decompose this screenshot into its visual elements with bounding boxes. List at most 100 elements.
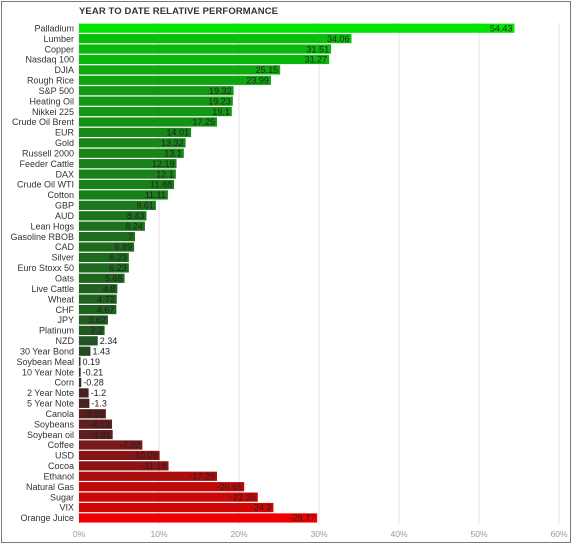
category-label: S&P 500 xyxy=(39,86,74,96)
value-label: 4.67 xyxy=(97,305,115,315)
bar xyxy=(79,461,169,471)
category-label: 10 Year Note xyxy=(22,367,74,377)
value-label: 12.19 xyxy=(152,159,175,169)
value-label: 25.15 xyxy=(256,65,279,75)
value-label: 6.89 xyxy=(115,242,133,252)
bar xyxy=(79,471,217,481)
value-label: -1.3 xyxy=(91,399,107,409)
category-label: Wheat xyxy=(48,294,75,304)
category-label: Live Cattle xyxy=(31,284,74,294)
category-label: Cotton xyxy=(47,190,74,200)
category-label: 2 Year Note xyxy=(27,388,74,398)
bar xyxy=(79,263,129,273)
value-label: 14.01 xyxy=(167,128,190,138)
bar xyxy=(79,367,81,377)
bar xyxy=(79,117,217,127)
bar xyxy=(79,398,90,408)
value-label: 8.43 xyxy=(127,211,145,221)
chart-title: YEAR TO DATE RELATIVE PERFORMANCE xyxy=(79,6,279,17)
value-label: 3.62 xyxy=(88,315,106,325)
bar xyxy=(79,409,106,419)
value-label: 34.06 xyxy=(327,34,350,44)
category-label: Sugar xyxy=(50,492,74,502)
value-label: 4.72 xyxy=(97,294,115,304)
category-label: Gold xyxy=(55,138,74,148)
bar xyxy=(79,179,175,190)
value-label: 31.51 xyxy=(307,44,330,54)
value-label: 31.27 xyxy=(305,55,328,65)
value-label: 11.11 xyxy=(145,190,166,200)
category-label: Gasoline RBOB xyxy=(10,232,74,242)
category-label: Silver xyxy=(51,253,74,263)
bar xyxy=(79,148,184,158)
x-tick-label: 60% xyxy=(550,529,567,539)
bar xyxy=(79,492,258,502)
bar xyxy=(79,127,192,138)
category-label: Lean Hogs xyxy=(30,221,74,231)
value-label: -29.77 xyxy=(290,513,316,523)
category-label: AUD xyxy=(55,211,75,221)
category-label: Lumber xyxy=(43,34,74,44)
bar xyxy=(79,377,82,388)
bar xyxy=(79,23,515,33)
bar xyxy=(79,346,91,356)
category-label: Platinum xyxy=(39,326,74,336)
bar xyxy=(79,357,81,367)
category-label: Russell 2000 xyxy=(22,148,74,158)
value-label: -24.3 xyxy=(251,503,272,513)
category-label: Nikkei 225 xyxy=(32,107,74,117)
category-label: GBP xyxy=(55,201,74,211)
value-label: 6.23 xyxy=(109,263,127,273)
category-label: CHF xyxy=(56,305,75,315)
category-label: Soybean oil xyxy=(27,430,74,440)
category-label: Feeder Cattle xyxy=(19,159,74,169)
value-label: -22.35 xyxy=(230,492,256,502)
category-label: Orange Juice xyxy=(20,513,74,523)
bar xyxy=(79,294,117,304)
x-tick-label: 40% xyxy=(390,529,407,539)
value-label: 2.34 xyxy=(100,336,118,346)
bar xyxy=(79,34,352,44)
category-label: Cocoa xyxy=(48,461,74,471)
value-label: -4.21 xyxy=(90,430,111,440)
value-label: -7.92 xyxy=(120,440,141,450)
value-label: 13.1 xyxy=(164,148,182,158)
value-label: -3.36 xyxy=(83,409,104,419)
value-label: 4.8 xyxy=(103,284,116,294)
value-label: -1.2 xyxy=(91,388,107,398)
bar xyxy=(79,513,318,523)
value-label: 54.43 xyxy=(490,23,513,33)
category-label: Corn xyxy=(54,378,74,388)
value-label: 9.61 xyxy=(136,201,154,211)
bar xyxy=(79,440,143,450)
category-label: DAX xyxy=(55,169,74,179)
category-label: 5 Year Note xyxy=(27,399,74,409)
category-label: Rough Rice xyxy=(27,76,74,86)
x-tick-label: 0% xyxy=(73,529,86,539)
category-label: USD xyxy=(55,451,75,461)
bar xyxy=(79,75,271,85)
value-label: 0.19 xyxy=(83,357,101,367)
category-label: JPY xyxy=(57,315,74,325)
bar xyxy=(79,96,233,106)
category-label: DJIA xyxy=(54,65,74,75)
bar xyxy=(79,315,108,325)
bar xyxy=(79,169,176,179)
category-label: Heating Oil xyxy=(29,96,74,106)
value-label: 11.88 xyxy=(150,180,172,190)
bar xyxy=(79,482,245,492)
bar xyxy=(79,252,129,263)
value-label: 6.23 xyxy=(109,253,127,263)
bar xyxy=(79,159,177,169)
bar xyxy=(79,273,125,283)
x-tick-label: 10% xyxy=(150,529,167,539)
bar xyxy=(79,419,113,429)
bar xyxy=(79,388,89,398)
bar xyxy=(79,502,274,513)
bar xyxy=(79,138,186,148)
x-tick-label: 20% xyxy=(230,529,247,539)
category-label: Ethanol xyxy=(43,471,74,481)
value-label: 3.2 xyxy=(90,326,103,336)
value-label: 17.25 xyxy=(192,117,215,127)
